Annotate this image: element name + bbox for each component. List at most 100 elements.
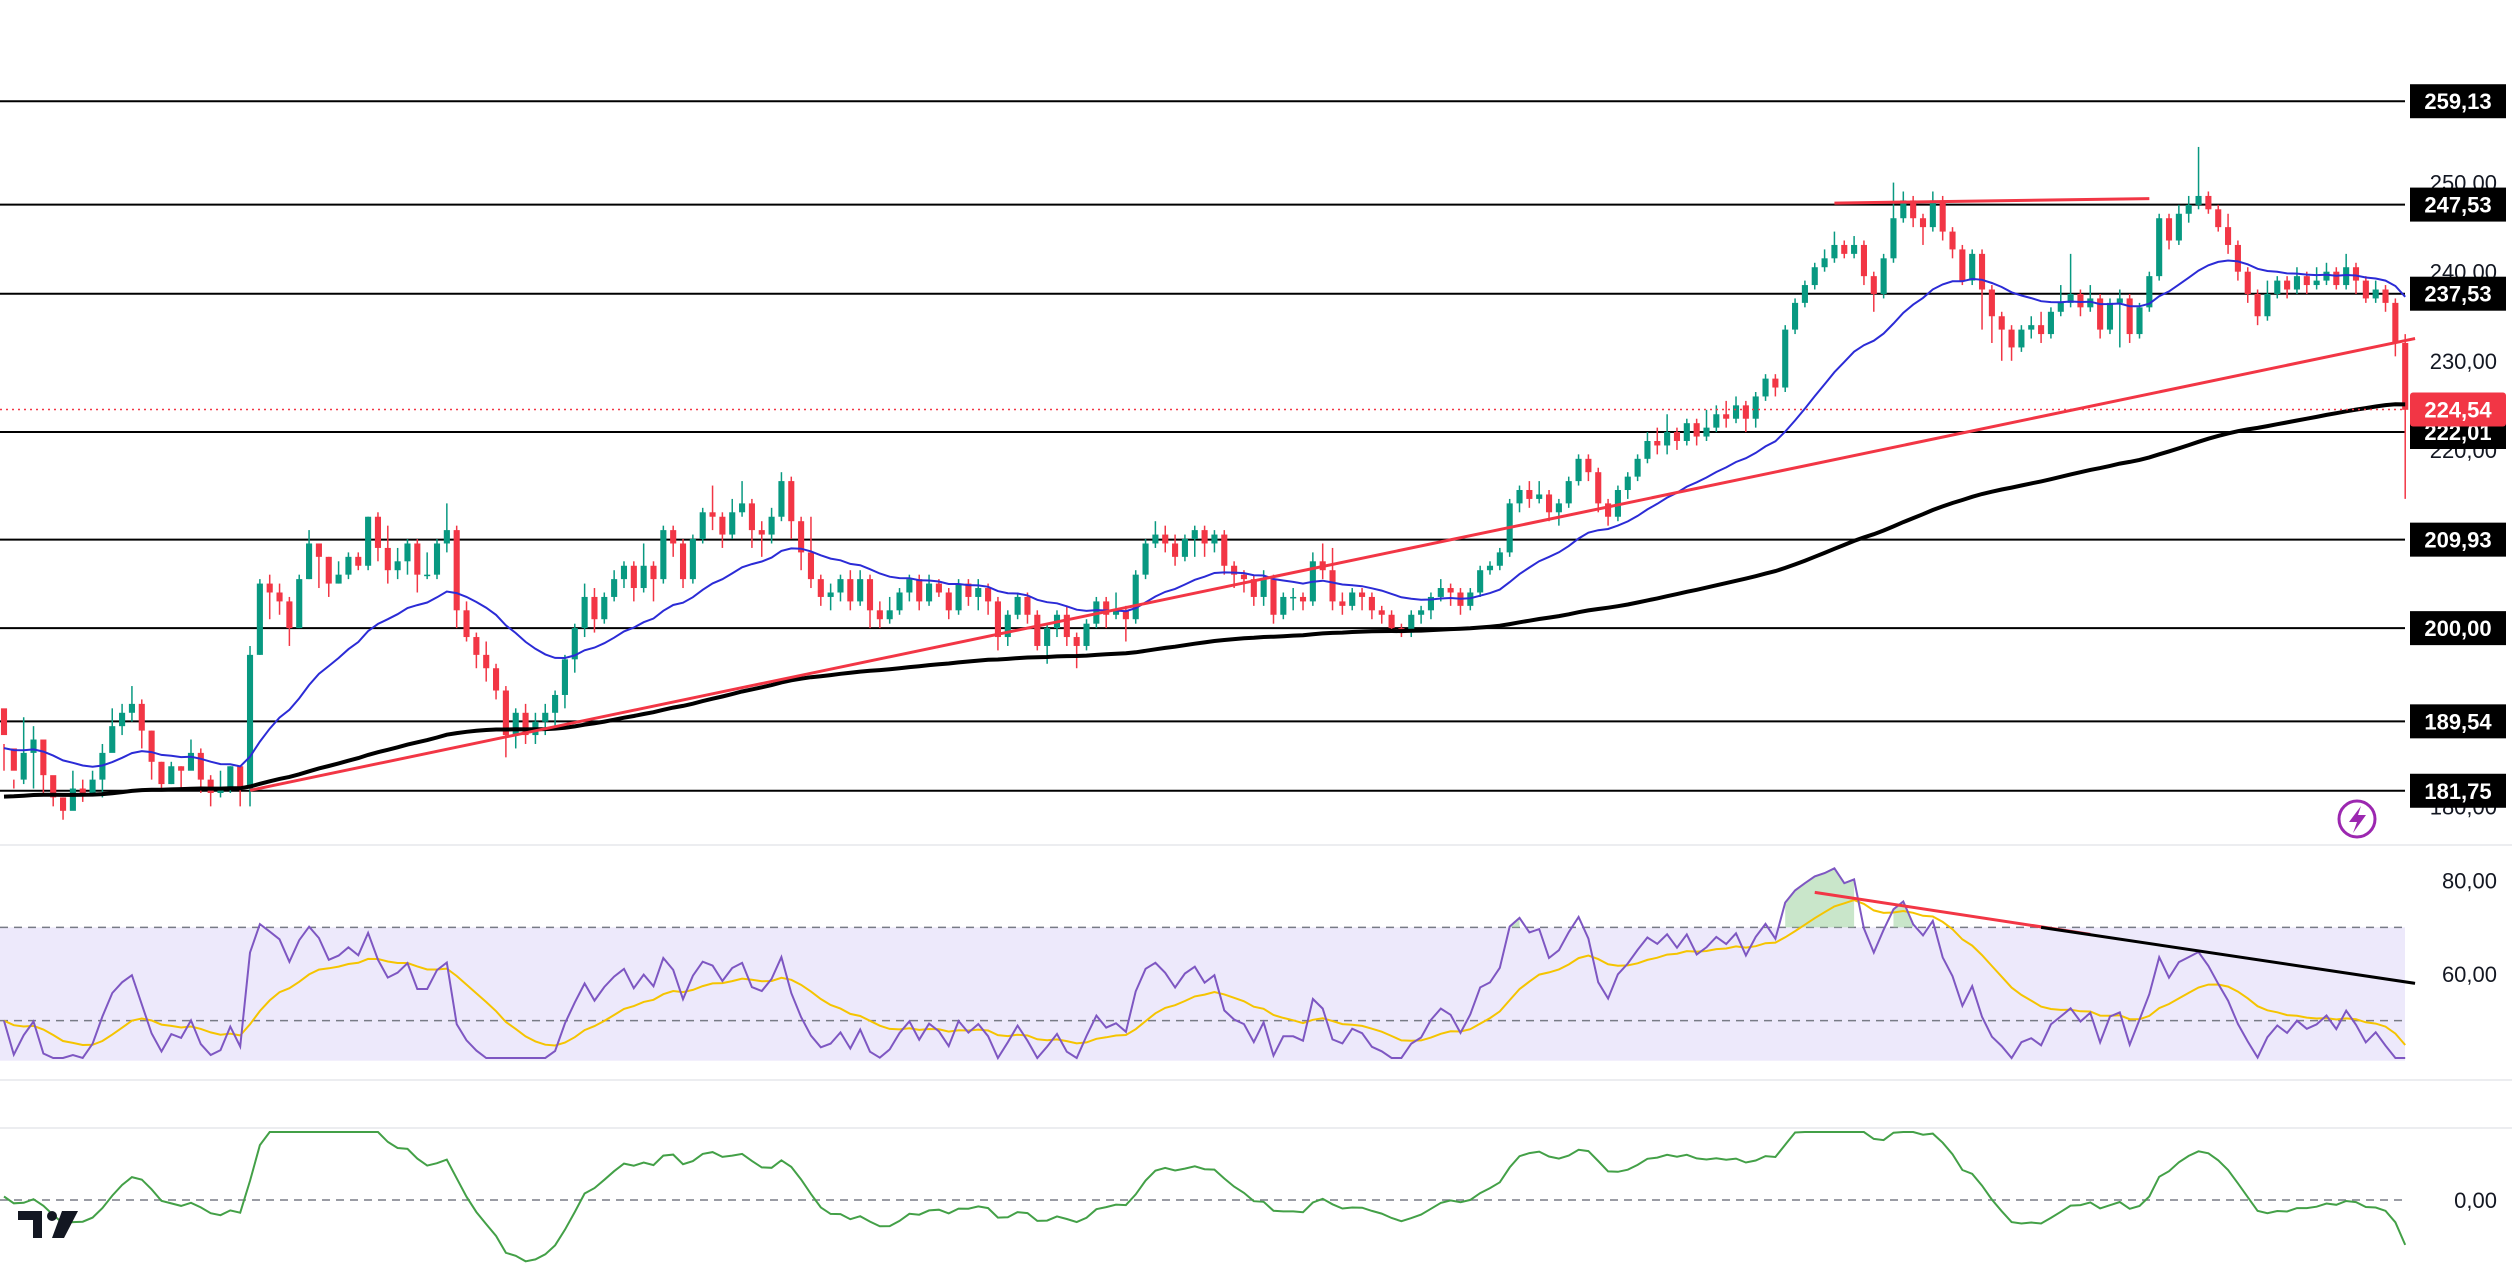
candle[interactable] [1368, 592, 1375, 620]
candle[interactable] [463, 601, 470, 642]
candle[interactable] [965, 579, 972, 606]
candle[interactable] [1693, 418, 1700, 446]
candle[interactable] [611, 570, 618, 602]
candle[interactable] [2284, 276, 2291, 299]
candle[interactable] [1418, 605, 1425, 624]
candle[interactable] [2087, 285, 2094, 312]
candle[interactable] [2146, 271, 2153, 312]
candle[interactable] [424, 552, 431, 580]
candle[interactable] [414, 539, 421, 593]
candle[interactable] [483, 641, 490, 682]
candle[interactable] [1772, 374, 1779, 397]
candle[interactable] [1378, 605, 1385, 624]
candle[interactable] [306, 530, 313, 580]
candle[interactable] [197, 748, 204, 793]
candle[interactable] [630, 561, 637, 602]
rsi-trendline[interactable] [2040, 925, 2416, 985]
candle[interactable] [709, 485, 716, 531]
candle[interactable] [699, 507, 706, 544]
candle[interactable] [1447, 583, 1454, 606]
candle[interactable] [1221, 530, 1228, 575]
candle[interactable] [256, 579, 263, 655]
candle[interactable] [1211, 530, 1218, 553]
candle[interactable] [2165, 213, 2173, 250]
candle[interactable] [729, 498, 736, 540]
candle[interactable] [1860, 240, 1868, 286]
candle[interactable] [620, 561, 628, 589]
candle[interactable] [719, 512, 726, 548]
candle[interactable] [1939, 195, 1946, 241]
price-trendlines[interactable] [249, 197, 2416, 792]
candle[interactable] [1112, 592, 1120, 620]
candle[interactable] [2293, 267, 2301, 294]
candle[interactable] [1014, 592, 1021, 620]
candle[interactable] [30, 726, 37, 789]
candle[interactable] [758, 521, 765, 557]
candle[interactable] [837, 574, 844, 602]
candle[interactable] [1900, 191, 1907, 223]
candle[interactable] [1801, 280, 1808, 308]
candle[interactable] [1191, 525, 1198, 557]
candle[interactable] [2274, 276, 2281, 299]
candle[interactable] [788, 476, 795, 540]
candle[interactable] [1742, 400, 1749, 433]
candle[interactable] [1664, 414, 1671, 455]
candle[interactable] [650, 561, 657, 602]
candle[interactable] [670, 525, 677, 557]
candle[interactable] [276, 583, 283, 615]
candle[interactable] [1339, 592, 1346, 615]
candle[interactable] [2215, 204, 2222, 232]
candle[interactable] [552, 690, 559, 727]
candle[interactable] [1270, 574, 1277, 624]
candle[interactable] [207, 775, 214, 807]
candle[interactable] [1880, 253, 1887, 299]
candle[interactable] [2185, 195, 2192, 223]
candle[interactable] [138, 699, 145, 749]
candlesticks[interactable] [0, 146, 2409, 820]
candle[interactable] [847, 570, 854, 611]
candle[interactable] [1792, 298, 1799, 335]
candle[interactable] [739, 481, 746, 517]
candle[interactable] [1388, 610, 1395, 633]
candle[interactable] [1605, 498, 1612, 526]
oscillator-axis[interactable]: 0,00 [2454, 1188, 2497, 1213]
candle[interactable] [857, 570, 864, 606]
candle[interactable] [1073, 632, 1080, 669]
candle[interactable] [768, 507, 775, 544]
candle[interactable] [1486, 561, 1494, 575]
candle[interactable] [2333, 267, 2340, 290]
candle[interactable] [2028, 316, 2035, 339]
candle[interactable] [2402, 334, 2409, 499]
candle[interactable] [955, 579, 962, 615]
candle[interactable] [601, 592, 608, 624]
candle[interactable] [1349, 588, 1356, 611]
candle[interactable] [798, 516, 805, 571]
candle[interactable] [266, 574, 273, 620]
candle[interactable] [40, 739, 47, 793]
rsi-trendlines[interactable] [1814, 890, 2416, 985]
candle[interactable] [1063, 605, 1070, 646]
candle[interactable] [433, 539, 441, 580]
candle[interactable] [689, 534, 696, 584]
candle[interactable] [2175, 204, 2182, 245]
candle[interactable] [1703, 409, 1710, 441]
candle[interactable] [1545, 490, 1553, 522]
candle[interactable] [1870, 271, 1877, 312]
candle[interactable] [2195, 146, 2202, 210]
candle[interactable] [1841, 240, 1848, 259]
candle[interactable] [2136, 302, 2143, 339]
candle[interactable] [2126, 293, 2133, 343]
candle[interactable] [148, 730, 155, 780]
candle[interactable] [2244, 267, 2251, 303]
candle[interactable] [109, 708, 116, 753]
candle[interactable] [1978, 249, 1986, 330]
candle[interactable] [365, 516, 372, 571]
candle[interactable] [119, 703, 126, 736]
candle[interactable] [1654, 427, 1661, 455]
candle[interactable] [1565, 476, 1572, 508]
candle[interactable] [1162, 525, 1169, 553]
candle[interactable] [2264, 280, 2271, 321]
candle[interactable] [286, 596, 293, 646]
candle[interactable] [1851, 236, 1858, 259]
